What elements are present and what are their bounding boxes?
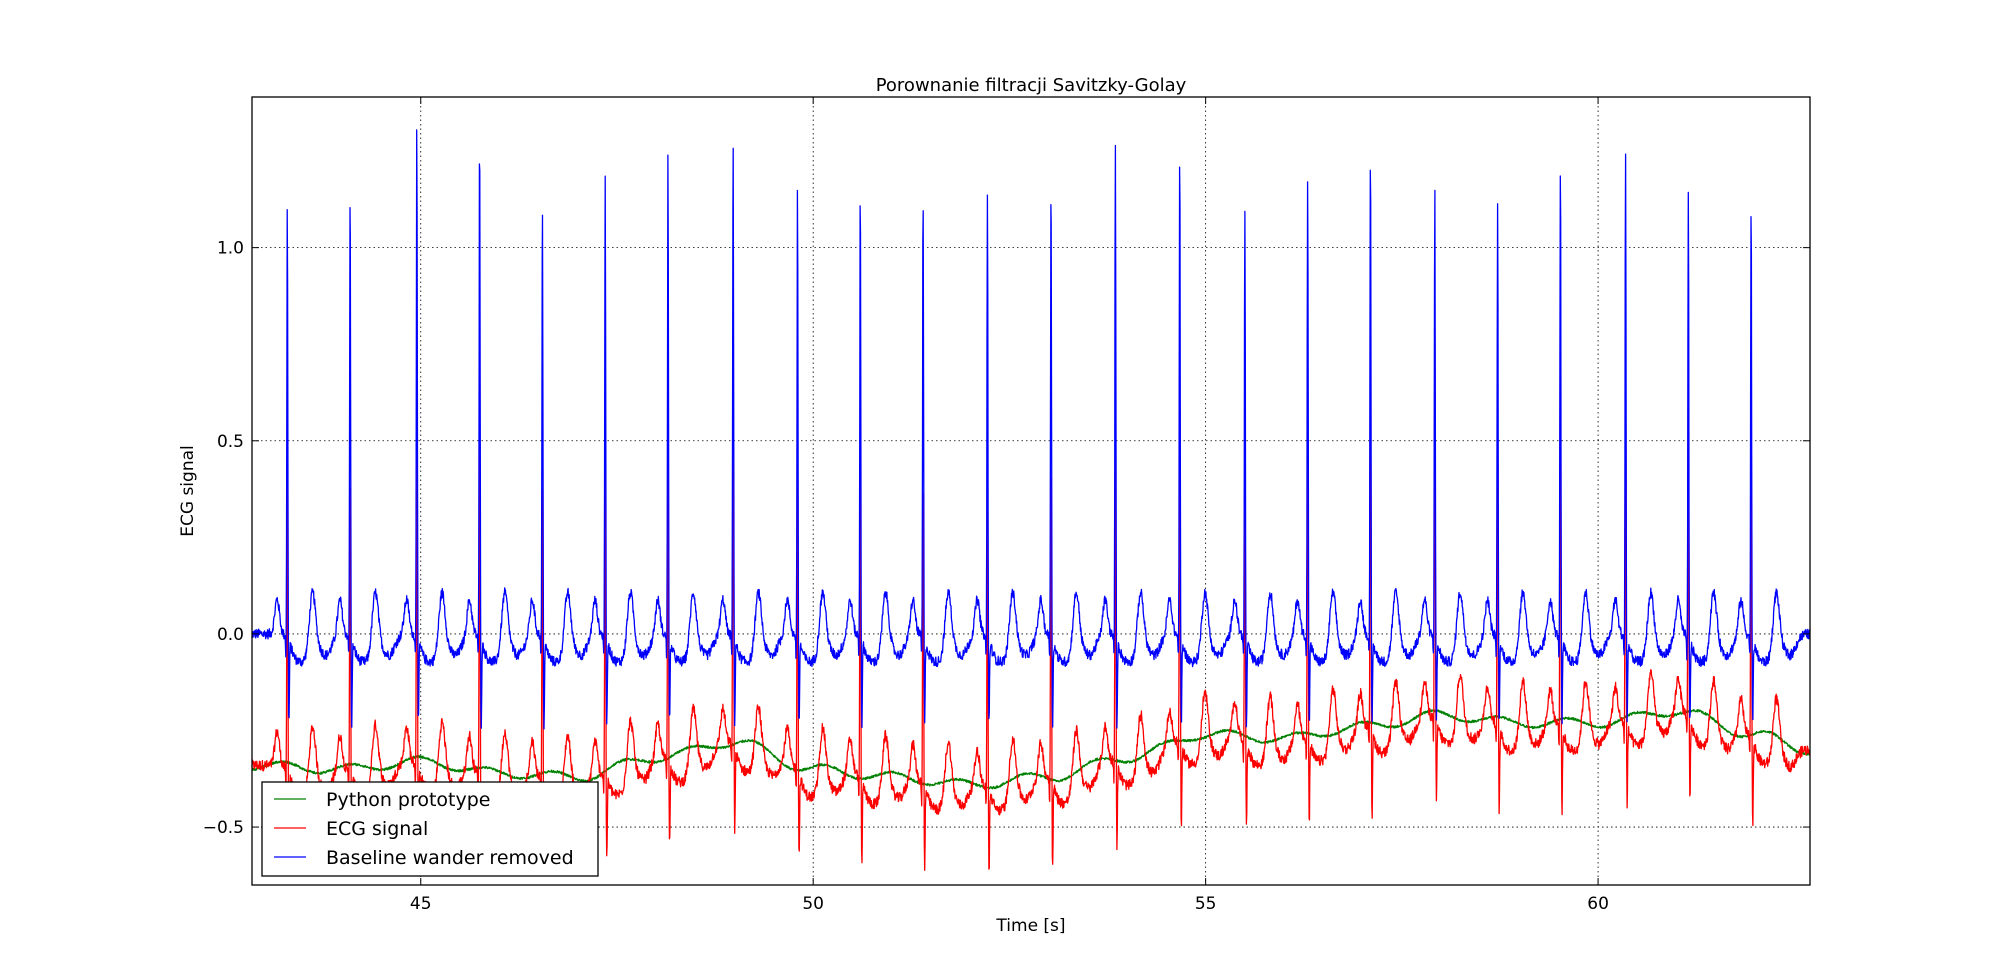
y-tick-label: −0.5 xyxy=(203,818,244,838)
y-axis-label: ECG signal xyxy=(178,445,198,536)
legend-box xyxy=(261,781,599,877)
chart-title: Porownanie filtracji Savitzky-Golay xyxy=(876,75,1187,96)
legend: Python prototype ECG signal Baseline wan… xyxy=(261,781,599,877)
x-axis-label: Time [s] xyxy=(995,916,1065,936)
legend-label-python-prototype: Python prototype xyxy=(326,789,491,811)
x-tick-label: 50 xyxy=(802,894,824,914)
x-tick-label: 60 xyxy=(1587,894,1609,914)
plot-frame xyxy=(251,96,1811,886)
x-tick-label: 45 xyxy=(410,894,432,914)
plot-area-background xyxy=(252,97,1810,885)
grid xyxy=(252,97,1810,885)
y-tick-label: 0.0 xyxy=(217,625,244,645)
ticks: 45 50 55 60 −0.5 0.0 0.5 1.0 xyxy=(203,97,1810,914)
y-tick-label: 0.5 xyxy=(217,432,244,452)
y-tick-label: 1.0 xyxy=(217,239,244,259)
x-tick-label: 55 xyxy=(1195,894,1217,914)
series-line-baseline-wander-removed xyxy=(251,129,1811,730)
legend-label-baseline-wander-removed: Baseline wander removed xyxy=(326,847,574,869)
legend-label-ecg-signal: ECG signal xyxy=(326,818,428,840)
